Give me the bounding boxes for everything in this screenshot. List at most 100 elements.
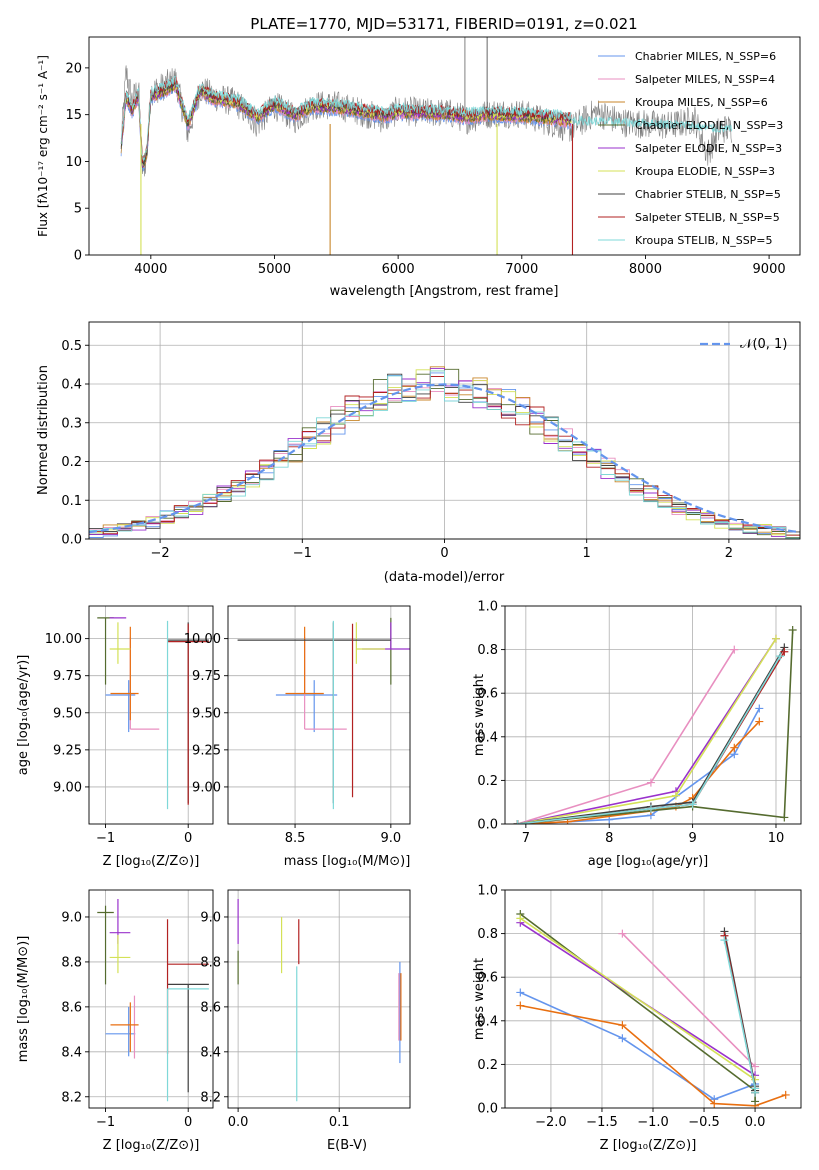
massweight_vs_age-panel: 7 8 9 10 0.0 0.2 0.4 0.6 0.8 1.0: [477, 600, 802, 846]
mass_vs_Z-xtick-label-0: −1: [96, 1115, 115, 1130]
age_vs_Z-ytick-label-3: 9.75: [53, 669, 82, 684]
age_vs_mass-frame: [227, 605, 411, 825]
massweight_vs_age-marker-2-5: [730, 743, 739, 752]
massweight_vs_age-marker-2-6: [755, 717, 764, 726]
residuals-panel: −2 −1 0 1 2 0.0 0.1 0.2 0.3 0.4 0.5 𝒩(0, 1): [61, 321, 801, 561]
spectrum-frame: [88, 36, 801, 256]
massweight_vs_age-ytick-label-1: 0.2: [477, 774, 498, 789]
spectrum-model-line-4: [120, 80, 572, 168]
massweight_vs_age-series-8: [517, 655, 781, 824]
massweight_vs_Z-xtick-label-2: −1.0: [637, 1115, 669, 1130]
massweight_vs_Z-marker-2-0: [516, 1001, 525, 1010]
spectrum-xtick-label-4: 8000: [629, 262, 662, 277]
massweight_vs_Z-ytick-label-0: 0.0: [477, 1102, 498, 1117]
massweight_vs_Z-plot-area: [516, 909, 790, 1108]
massweight_vs_age-marker-0-5: [755, 704, 764, 713]
residuals-xtick-label-1: −1: [293, 546, 312, 561]
age_vs_Z-xtick-label-0: −1: [96, 831, 115, 846]
legend-label-6: Chabrier STELIB, N_SSP=5: [635, 188, 781, 201]
massweight_vs_age-marker-3-2: [780, 813, 789, 822]
massweight_vs_Z-marker-8-0: [720, 936, 729, 945]
age_vs_mass-ytick-label-1: 9.25: [192, 743, 221, 758]
massweight_vs_age-marker-7-3: [780, 647, 789, 656]
mass_vs_EBV-plot-area: [237, 898, 402, 1102]
residuals-xlabel: (data-model)/error: [384, 570, 505, 585]
age_vs_Z-ytick-label-2: 9.50: [53, 706, 82, 721]
mass_vs_EBV-panel: 0.0 0.1 8.2 8.4 8.6 8.8 9.0: [200, 889, 411, 1130]
massweight_vs_age-marker-1-2: [730, 645, 739, 654]
massweight_vs_Z-series-1: [621, 933, 756, 1068]
legend-label-3: Chabrier ELODIE, N_SSP=3: [635, 119, 783, 132]
residuals-xtick-label-2: 0: [440, 546, 448, 561]
mass_vs_EBV-ytick-label-1: 8.4: [200, 1045, 221, 1060]
spectrum-title: PLATE=1770, MJD=53171, FIBERID=0191, z=0…: [250, 15, 637, 33]
massweight_vs_Z-marker-2-4: [781, 1090, 790, 1099]
gaussian-curve: [89, 383, 800, 534]
age_vs_mass-ytick-label-3: 9.75: [192, 669, 221, 684]
age_vs_mass-xtick-label-1: 9.0: [380, 831, 401, 846]
spectrum-plot-area: [120, 37, 733, 255]
age_vs_mass-panel: 8.5 9.0 9.00 9.25 9.50 9.75 10.00: [184, 605, 411, 846]
mass_vs_Z-ytick-label-4: 9.0: [61, 910, 82, 925]
massweight_vs_age-xtick-label-1: 8: [605, 831, 613, 846]
massweight_vs_Z-panel: −2.0 −1.5 −1.0 −0.5 0.0 0.0 0.2 0.4 0.6 0.8 1.0: [477, 884, 802, 1130]
massweight_vs_age-series-6: [517, 646, 785, 824]
age_vs_Z-panel: −1 0 9.00 9.25 9.50 9.75 10.00: [45, 605, 214, 846]
age_vs_Z-xtick-label-1: 0: [184, 831, 192, 846]
massweight_vs_Z-marker-1-1: [751, 1062, 760, 1071]
spectrum-model-extension-line: [571, 114, 733, 133]
mass-z-xlabel: Z [log₁₀(Z/Z⊙)]: [103, 1138, 200, 1153]
mass_vs_EBV-xtick-label-1: 0.1: [329, 1115, 350, 1130]
spectrum-ylabel: Flux [fλ10⁻¹⁷ erg cm⁻² s⁻¹ A⁻¹]: [36, 55, 50, 237]
age-z-ylabel: age [log₁₀(age/yr)]: [16, 655, 31, 776]
massweight_vs_age-marker-1-1: [646, 778, 655, 787]
spectrum-panel: 4000 5000 6000 7000 8000 9000 0 5 10 15 20 Chabrier…: [65, 36, 801, 277]
spectrum-xlabel: wavelength [Angstrom, rest frame]: [330, 284, 559, 299]
massweight_vs_age-ytick-label-4: 0.8: [477, 643, 498, 658]
massweight_vs_age-xtick-label-2: 9: [688, 831, 696, 846]
massweight_vs_age-ytick-label-0: 0.0: [477, 818, 498, 833]
massweight_vs_age-marker-8-0: [513, 820, 522, 824]
massweight_vs_age-frame: [504, 605, 802, 825]
gaussian-legend-label: 𝒩(0, 1): [740, 337, 787, 352]
legend-label-5: Kroupa ELODIE, N_SSP=3: [635, 165, 775, 178]
legend-label-2: Kroupa MILES, N_SSP=6: [635, 96, 768, 109]
mass_vs_Z-xtick-label-1: 0: [184, 1115, 192, 1130]
massweight_vs_Z-xtick-label-1: −1.5: [586, 1115, 618, 1130]
mw-age-xlabel: age [log₁₀(age/yr)]: [588, 854, 709, 869]
massweight_vs_Z-marker-1-0: [618, 929, 627, 938]
age_vs_Z-ytick-label-1: 9.25: [53, 743, 82, 758]
residuals-ytick-label-5: 0.5: [61, 339, 82, 354]
age_vs_Z-plot-area: [97, 617, 209, 810]
spectrum-ytick-label-3: 15: [65, 108, 82, 123]
spectrum-ytick-label-1: 5: [74, 202, 82, 217]
spectrum-xtick-label-2: 6000: [382, 262, 415, 277]
mw-z-xlabel: Z [log₁₀(Z/Z⊙)]: [600, 1138, 697, 1153]
massweight_vs_Z-marker-2-1: [618, 1021, 627, 1030]
age_vs_mass-ytick-label-0: 9.00: [192, 780, 221, 795]
legend-label-1: Salpeter MILES, N_SSP=4: [635, 73, 775, 86]
massweight_vs_age-plot-area: [513, 625, 797, 824]
residual-histogram-8: [89, 370, 800, 539]
massweight_vs_Z-ytick-label-2: 0.4: [477, 1014, 498, 1029]
massweight_vs_age-xtick-label-0: 7: [522, 831, 530, 846]
residuals-ytick-label-1: 0.1: [61, 494, 82, 509]
mw-z-ylabel: mass weight: [472, 958, 487, 1040]
spectrum-ytick-label-0: 0: [74, 249, 82, 264]
legend-label-4: Salpeter ELODIE, N_SSP=3: [635, 142, 782, 155]
legend-label-7: Salpeter STELIB, N_SSP=5: [635, 211, 780, 224]
residuals-ytick-label-3: 0.3: [61, 416, 82, 431]
massweight_vs_Z-series-0: [519, 991, 756, 1101]
age_vs_Z-ytick-label-4: 10.00: [45, 632, 82, 647]
spectrum-xtick-label-5: 9000: [753, 262, 786, 277]
mass-ebv-xlabel: E(B-V): [327, 1138, 367, 1153]
massweight_vs_Z-marker-0-0: [516, 988, 525, 997]
spectrum-xtick-label-1: 5000: [258, 262, 291, 277]
massweight_vs_age-marker-8-2: [688, 800, 697, 809]
massweight_vs_Z-marker-5-0: [516, 914, 525, 923]
massweight_vs_Z-xtick-label-3: −0.5: [688, 1115, 720, 1130]
massweight_vs_age-ytick-label-3: 0.6: [477, 687, 498, 702]
residuals-xtick-label-3: 1: [583, 546, 591, 561]
massweight_vs_age-series-0: [517, 708, 761, 824]
